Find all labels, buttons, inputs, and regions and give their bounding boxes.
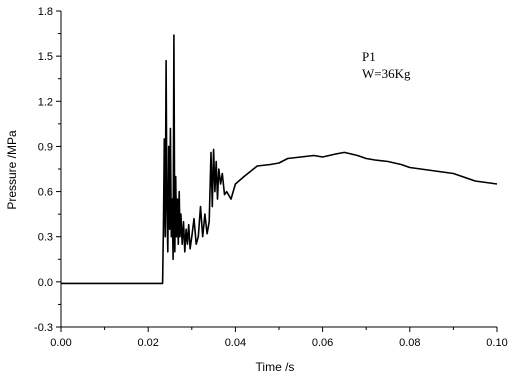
y-tick-label: 0.0: [38, 277, 53, 289]
y-tick-label: 1.2: [38, 96, 53, 108]
x-tick-label: 0.00: [50, 337, 71, 349]
y-tick-label: -0.3: [34, 322, 53, 334]
y-axis-title: Pressure /MPa: [5, 130, 19, 210]
y-tick-label: 0.3: [38, 232, 53, 244]
x-tick-label: 0.06: [312, 337, 333, 349]
plot-area: [61, 34, 498, 285]
y-tick-label: 0.9: [38, 141, 53, 153]
annotation-sensor: P1: [362, 49, 376, 64]
pressure-series-line: [61, 34, 498, 285]
y-tick-label: 1.5: [38, 51, 53, 63]
x-tick-label: 0.02: [137, 337, 158, 349]
x-axis-title: Time /s: [256, 360, 295, 374]
annotation-charge: W=36Kg: [362, 66, 411, 81]
x-tick-label: 0.04: [225, 337, 246, 349]
y-tick-label: 1.8: [38, 6, 53, 18]
x-tick-label: 0.08: [399, 337, 420, 349]
x-tick-label: 0.10: [486, 337, 507, 349]
y-tick-label: 0.6: [38, 187, 53, 199]
axes: 0.00 0.02 0.04 0.06 0.08 0.10 -0.3 0.0 0.3 0.6 0.9…: [34, 6, 508, 349]
